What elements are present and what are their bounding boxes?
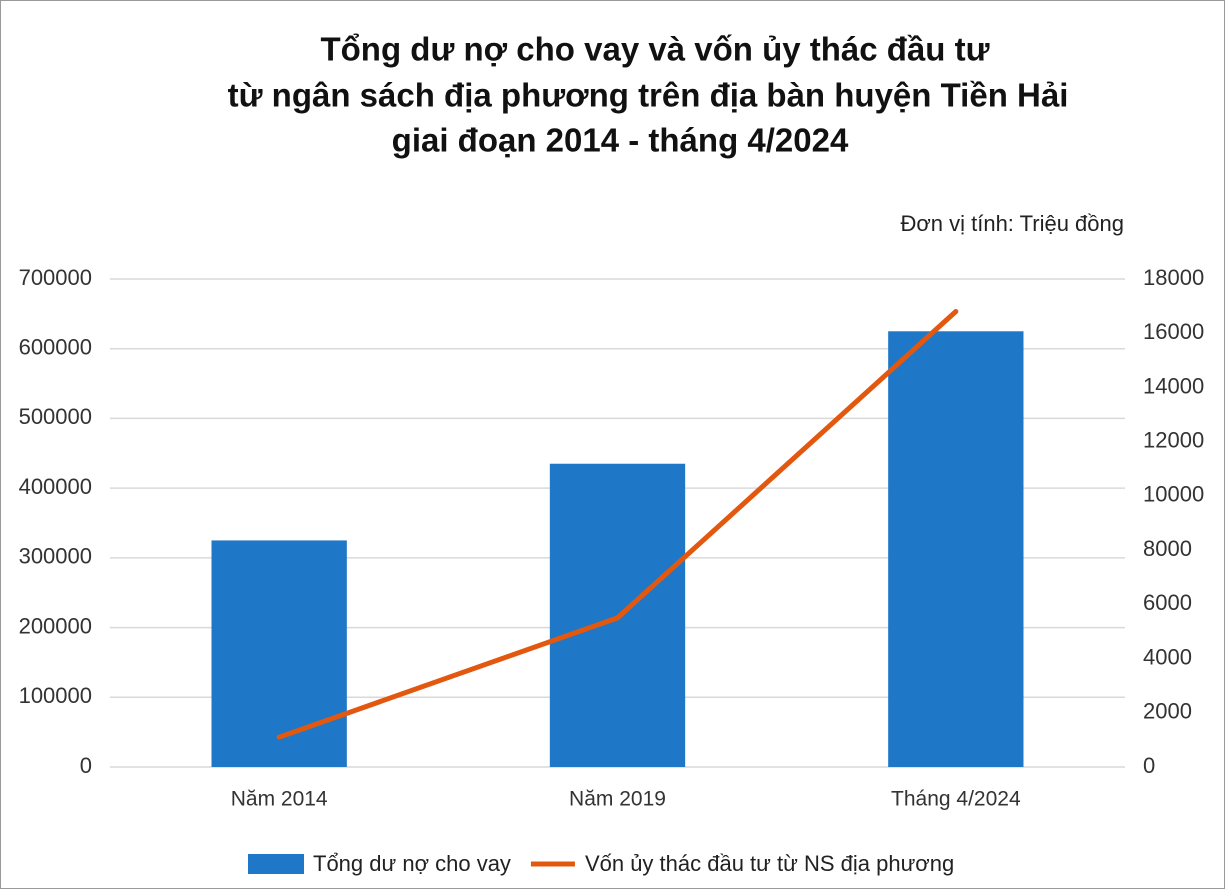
unit-note: Đơn vị tính: Triệu đồng xyxy=(900,211,1124,236)
x-tick-label: Năm 2019 xyxy=(569,788,666,811)
y2-tick-label: 6000 xyxy=(1143,590,1192,615)
y2-tick-label: 10000 xyxy=(1143,482,1204,507)
y2-tick-label: 0 xyxy=(1143,753,1155,778)
y-tick-label: 100000 xyxy=(19,683,92,708)
y-tick-label: 400000 xyxy=(19,474,92,499)
y-tick-label: 300000 xyxy=(19,544,92,569)
y-tick-label: 200000 xyxy=(19,613,92,638)
x-tick-label: Tháng 4/2024 xyxy=(891,788,1021,811)
y2-tick-label: 18000 xyxy=(1143,265,1204,290)
y-tick-label: 600000 xyxy=(19,335,92,360)
y2-tick-label: 14000 xyxy=(1143,373,1204,398)
y2-tick-label: 2000 xyxy=(1143,699,1192,724)
x-tick-label: Năm 2014 xyxy=(231,788,328,811)
y2-tick-label: 16000 xyxy=(1143,319,1204,344)
chart-title: Tổng dư nợ cho vay và vốn ủy thác đầu tư xyxy=(320,31,989,68)
y-tick-label: 700000 xyxy=(19,265,92,290)
chart-title: giai đoạn 2014 - tháng 4/2024 xyxy=(392,122,849,159)
legend-label: Vốn ủy thác đầu tư từ NS địa phương xyxy=(585,851,954,876)
y2-tick-label: 8000 xyxy=(1143,536,1192,561)
y-tick-label: 500000 xyxy=(19,404,92,429)
legend-label: Tổng dư nợ cho vay xyxy=(313,851,511,876)
chart-title: từ ngân sách địa phương trên địa bàn huy… xyxy=(228,77,1069,114)
y2-tick-label: 12000 xyxy=(1143,427,1204,452)
y2-tick-label: 4000 xyxy=(1143,644,1192,669)
line xyxy=(276,309,959,740)
bar xyxy=(211,540,347,767)
legend-swatch xyxy=(248,854,304,874)
bar xyxy=(888,331,1024,767)
y-tick-label: 0 xyxy=(80,753,92,778)
